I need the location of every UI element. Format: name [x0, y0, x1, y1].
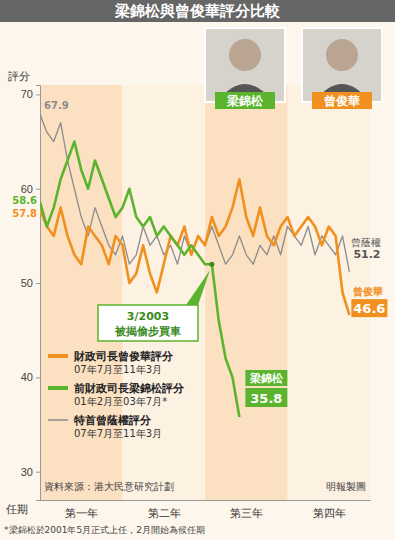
photo-tag	[312, 92, 372, 109]
start-label: 57.8	[12, 208, 37, 219]
end-name-box	[245, 370, 287, 386]
chart: 梁錦松與曾俊華評分比較梁錦松曾俊華評分3040506070第一年第二年第三年第四…	[0, 0, 395, 540]
photo: 梁錦松	[205, 28, 285, 109]
legend-period: 07年7月至11年3月	[74, 428, 162, 439]
source: 資料來源：港大民意研究計劃	[44, 481, 174, 492]
tick-mark	[36, 377, 40, 378]
photo-tag	[215, 92, 275, 109]
x-axis: 第一年 第二年 第三年 第四年	[41, 500, 371, 519]
legend-label: 財政司長曾俊華評分	[73, 350, 174, 363]
legend-swatch	[48, 354, 68, 358]
photo-frame	[302, 28, 382, 102]
year-band	[205, 85, 288, 500]
annotation-text: 被揭偷步買車	[114, 325, 181, 338]
y-axis: 30 40 50 60 70	[21, 86, 41, 501]
legend-label: 特首曾蔭權評分	[73, 414, 152, 427]
tick: 40	[21, 371, 40, 383]
end-value: 51.2	[353, 248, 380, 261]
tick: 60	[21, 183, 40, 195]
tick: 30	[21, 466, 40, 478]
photo: 曾俊華	[302, 28, 382, 109]
end-name: 梁錦松	[249, 372, 284, 385]
annotation-point	[209, 262, 214, 267]
tick-label: 60	[21, 183, 33, 195]
tick-label: 50	[21, 277, 33, 289]
tick: 第四年	[313, 500, 346, 519]
footnote: *梁錦松於2001年5月正式上任，2月開始為候任期	[4, 525, 205, 535]
axis-line	[36, 86, 41, 501]
tick-mark	[36, 94, 40, 95]
tick: 第一年	[65, 500, 98, 519]
legend: 財政司長曾俊華評分07年7月至11年3月前財政司長梁錦松評分01年2月至03年7…	[48, 350, 185, 439]
title-bar	[0, 0, 395, 22]
photo-frame	[205, 28, 285, 102]
x-axis-title: 任期	[5, 503, 28, 516]
tick-label: 第四年	[313, 507, 346, 519]
annotation-text: 3/2003	[127, 310, 169, 323]
background	[0, 0, 395, 540]
series-line	[40, 142, 239, 417]
end-box	[351, 299, 387, 317]
tick-label: 第一年	[65, 507, 98, 519]
tick: 50	[21, 277, 40, 289]
tick-mark	[36, 472, 40, 473]
tick-label: 30	[21, 466, 33, 478]
credit: 明報製圖	[326, 481, 366, 492]
legend-label: 前財政司長梁錦松評分	[73, 382, 185, 395]
series-line	[40, 179, 349, 315]
tick: 70	[21, 88, 40, 100]
legend-swatch	[48, 386, 68, 390]
legend-period: 07年7月至11年3月	[74, 364, 162, 375]
start-label: 67.9	[44, 100, 69, 111]
tick-label: 40	[21, 371, 33, 383]
photo-head	[229, 39, 261, 71]
annotation-box	[98, 305, 198, 341]
legend-period: 01年2月至03年7月*	[74, 396, 167, 407]
legend-swatch	[48, 419, 68, 421]
photo-label: 曾俊華	[324, 94, 360, 108]
photo-label: 梁錦松	[226, 94, 264, 108]
axis-line	[41, 500, 371, 501]
end-name: 曾俊華	[353, 286, 383, 297]
tick-label: 第二年	[148, 507, 181, 519]
end-value: 46.6	[353, 301, 385, 316]
title: 梁錦松與曾俊華評分比較	[114, 2, 281, 20]
end-box	[245, 388, 287, 407]
tick-mark	[36, 283, 40, 284]
photo-head	[326, 39, 358, 71]
end-value: 35.8	[250, 391, 282, 406]
tick-label: 第三年	[230, 507, 263, 519]
tick-label: 70	[21, 88, 33, 100]
tick-mark	[36, 189, 40, 190]
year-bands	[40, 85, 370, 500]
end-name: 曾蔭權	[351, 237, 381, 248]
tick: 第二年	[148, 500, 181, 519]
y-axis-title: 評分	[8, 70, 30, 83]
annotation: 3/2003 被揭偷步買車	[98, 262, 214, 341]
start-label: 58.6	[12, 195, 37, 206]
lines	[40, 114, 349, 417]
tick: 第三年	[230, 500, 263, 519]
